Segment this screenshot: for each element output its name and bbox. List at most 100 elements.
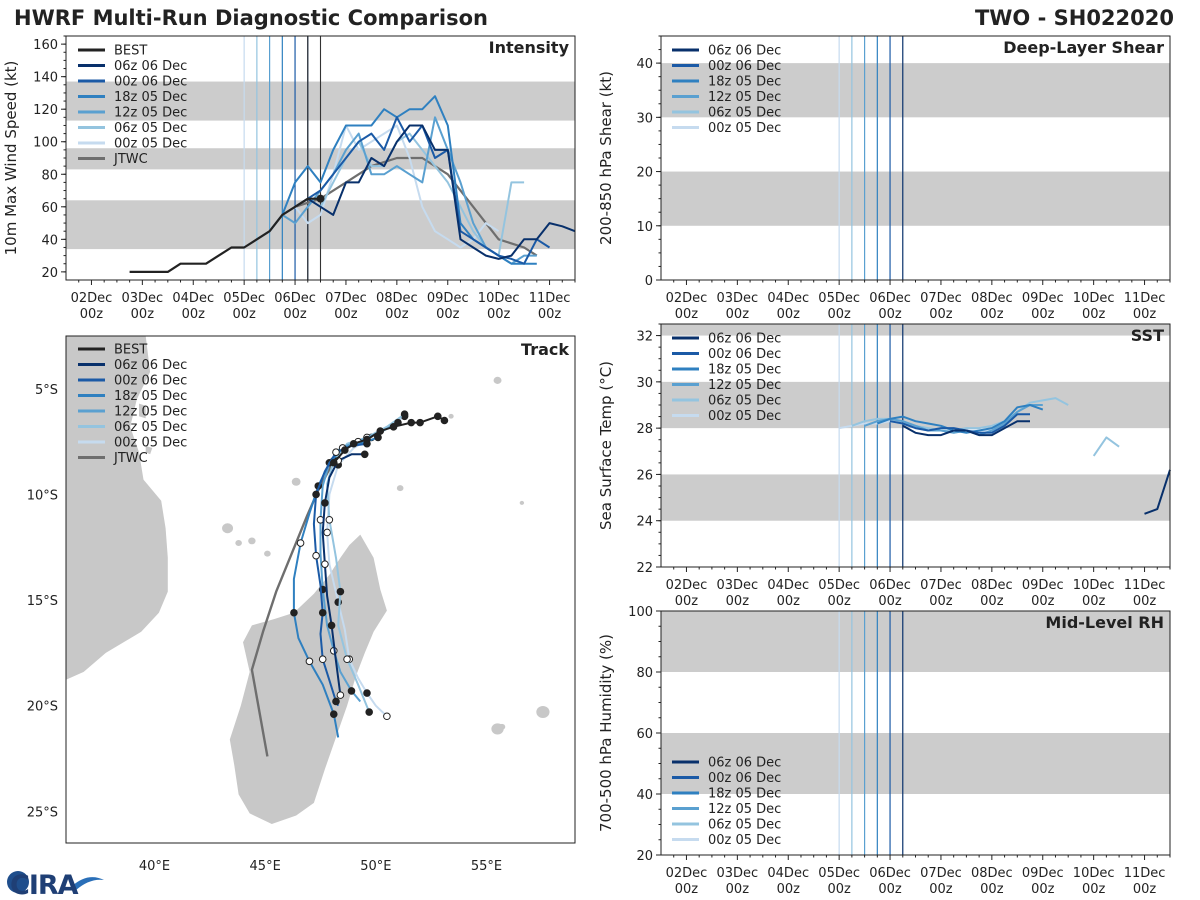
rh-band bbox=[661, 733, 1170, 794]
track-point-06z-05-dec bbox=[343, 655, 351, 664]
intensity-xtick-label: 07Dec bbox=[325, 291, 367, 306]
logo-swoosh-icon bbox=[72, 877, 104, 890]
intensity-ytick-label: 80 bbox=[41, 168, 58, 183]
shear-legend-label: 00z 06 Dec bbox=[708, 59, 781, 74]
track-point-00z-06-dec bbox=[332, 448, 340, 456]
sst-xtick-label: 03Dec bbox=[716, 578, 758, 593]
sst-legend-label: 18z 05 Dec bbox=[708, 363, 781, 378]
sst-series-18z-05-dec bbox=[876, 404, 1044, 434]
track-line-06z-06-dec bbox=[321, 453, 365, 696]
shear-xtick-label: 09Dec bbox=[1022, 291, 1064, 306]
zanzibar-island bbox=[139, 403, 146, 419]
rh-legend-label: 12z 05 Dec bbox=[708, 802, 781, 817]
sst-xtick-label: 09Dec bbox=[1022, 578, 1064, 593]
intensity-legend-label: 12z 05 Dec bbox=[114, 106, 187, 121]
sst-xtick-label: 06Dec bbox=[869, 578, 911, 593]
track-legend-label: 00z 05 Dec bbox=[114, 436, 187, 451]
shear-ylabel: 200-850 hPa Shear (kt) bbox=[597, 71, 615, 245]
intensity-xtick-sublabel: 00z bbox=[131, 307, 155, 322]
rh-legend-label: 06z 05 Dec bbox=[708, 818, 781, 833]
shear-xtick-label: 08Dec bbox=[971, 291, 1013, 306]
sst-xtick-sublabel: 00z bbox=[1133, 594, 1157, 609]
mafia-island bbox=[145, 445, 153, 455]
track-point-00z-06-dec bbox=[312, 490, 320, 499]
track-point-06z-05-dec bbox=[365, 708, 373, 716]
sst-xtick-label: 08Dec bbox=[971, 578, 1013, 593]
sst-xtick-sublabel: 00z bbox=[1031, 594, 1055, 609]
intensity-series-06z-06-dec bbox=[307, 124, 576, 260]
track-lon-label: 50°E bbox=[360, 859, 391, 874]
intensity-xtick-label: 05Dec bbox=[223, 291, 265, 306]
track-point-06z-05-dec bbox=[325, 515, 334, 524]
sst-ytick-label: 28 bbox=[636, 422, 653, 437]
shear-xtick-sublabel: 00z bbox=[980, 307, 1004, 322]
sst-legend-label: 00z 05 Dec bbox=[708, 409, 781, 424]
logo-text: CIRA bbox=[10, 870, 79, 900]
intensity-ytick-label: 100 bbox=[33, 136, 58, 151]
sst-legend-label: 00z 06 Dec bbox=[708, 347, 781, 362]
intensity-ytick-label: 20 bbox=[41, 266, 58, 281]
sst-xtick-sublabel: 00z bbox=[675, 594, 699, 609]
intensity-ytick-label: 160 bbox=[33, 38, 58, 53]
intensity-ylabel: 10m Max Wind Speed (kt) bbox=[2, 61, 20, 256]
intensity-legend-label: JTWC bbox=[113, 152, 148, 167]
rh-xtick-sublabel: 00z bbox=[675, 882, 699, 897]
shear-panel: 01020304002Dec00z03Dec00z04Dec00z05Dec00… bbox=[597, 35, 1171, 322]
sst-legend-label: 06z 05 Dec bbox=[708, 394, 781, 409]
sst-ytick-label: 26 bbox=[636, 468, 653, 483]
sst-series-00z-06-dec bbox=[889, 413, 1030, 434]
track-frame bbox=[65, 335, 576, 844]
track-legend-label: 00z 06 Dec bbox=[114, 374, 187, 389]
track-point-18z-05-dec bbox=[329, 710, 338, 718]
sst-ytick-label: 22 bbox=[636, 561, 653, 576]
island-4 bbox=[291, 477, 301, 486]
track-lat-label: 10°S bbox=[27, 488, 58, 503]
rh-xtick-sublabel: 00z bbox=[1133, 882, 1157, 897]
rh-xtick-label: 04Dec bbox=[767, 866, 809, 881]
figure-title: HWRF Multi-Run Diagnostic Comparison bbox=[14, 6, 488, 30]
track-point-00z-06-dec bbox=[332, 697, 340, 706]
rh-legend-label: 06z 06 Dec bbox=[708, 756, 781, 771]
rh-legend-label: 00z 06 Dec bbox=[708, 771, 781, 786]
intensity-xtick-sublabel: 00z bbox=[232, 307, 256, 322]
shear-ytick-label: 20 bbox=[636, 166, 653, 181]
track-point-06z-06-dec bbox=[321, 560, 329, 568]
intensity-legend-label: 00z 06 Dec bbox=[114, 75, 187, 90]
track-point-best bbox=[363, 435, 371, 444]
cira-logo: CIRA bbox=[7, 870, 104, 900]
track-point-06z-06-dec bbox=[336, 691, 345, 699]
shear-ytick-label: 10 bbox=[636, 220, 653, 235]
sst-series-06z-06-dec bbox=[902, 420, 1171, 515]
shear-xtick-sublabel: 00z bbox=[1031, 307, 1055, 322]
track-point-best bbox=[341, 446, 349, 454]
shear-legend-label: 00z 05 Dec bbox=[708, 121, 781, 136]
track-legend-label: 06z 06 Dec bbox=[114, 358, 187, 373]
intensity-xtick-label: 02Dec bbox=[71, 291, 113, 306]
shear-xtick-sublabel: 00z bbox=[1133, 307, 1157, 322]
track-legend-label: BEST bbox=[114, 343, 147, 358]
rh-xtick-label: 02Dec bbox=[666, 866, 708, 881]
shear-xtick-sublabel: 00z bbox=[726, 307, 750, 322]
track-point-18z-05-dec bbox=[305, 657, 314, 666]
intensity-xtick-sublabel: 00z bbox=[283, 307, 307, 322]
track-lon-label: 55°E bbox=[471, 859, 502, 874]
intensity-legend-label: 00z 05 Dec bbox=[114, 137, 187, 152]
intensity-series-best bbox=[129, 197, 321, 273]
intensity-ytick-label: 40 bbox=[41, 233, 58, 248]
shear-legend-label: 18z 05 Dec bbox=[708, 75, 781, 90]
rh-legend-label: 18z 05 Dec bbox=[708, 787, 781, 802]
sst-xtick-label: 10Dec bbox=[1073, 578, 1115, 593]
sst-xtick-sublabel: 00z bbox=[726, 594, 750, 609]
sst-ylabel: Sea Surface Temp (°C) bbox=[597, 361, 615, 530]
shear-band bbox=[661, 171, 1170, 226]
intensity-title: Intensity bbox=[489, 38, 570, 57]
sst-panel: 22242628303202Dec00z03Dec00z04Dec00z05De… bbox=[597, 323, 1171, 609]
intensity-legend-label: 06z 06 Dec bbox=[114, 59, 187, 74]
track-point-06z-05-dec bbox=[336, 587, 345, 596]
shear-xtick-sublabel: 00z bbox=[1082, 307, 1106, 322]
track-line-best bbox=[333, 415, 445, 464]
sst-title: SST bbox=[1131, 326, 1164, 345]
sst-ytick-label: 32 bbox=[636, 330, 653, 345]
shear-xtick-label: 04Dec bbox=[767, 291, 809, 306]
